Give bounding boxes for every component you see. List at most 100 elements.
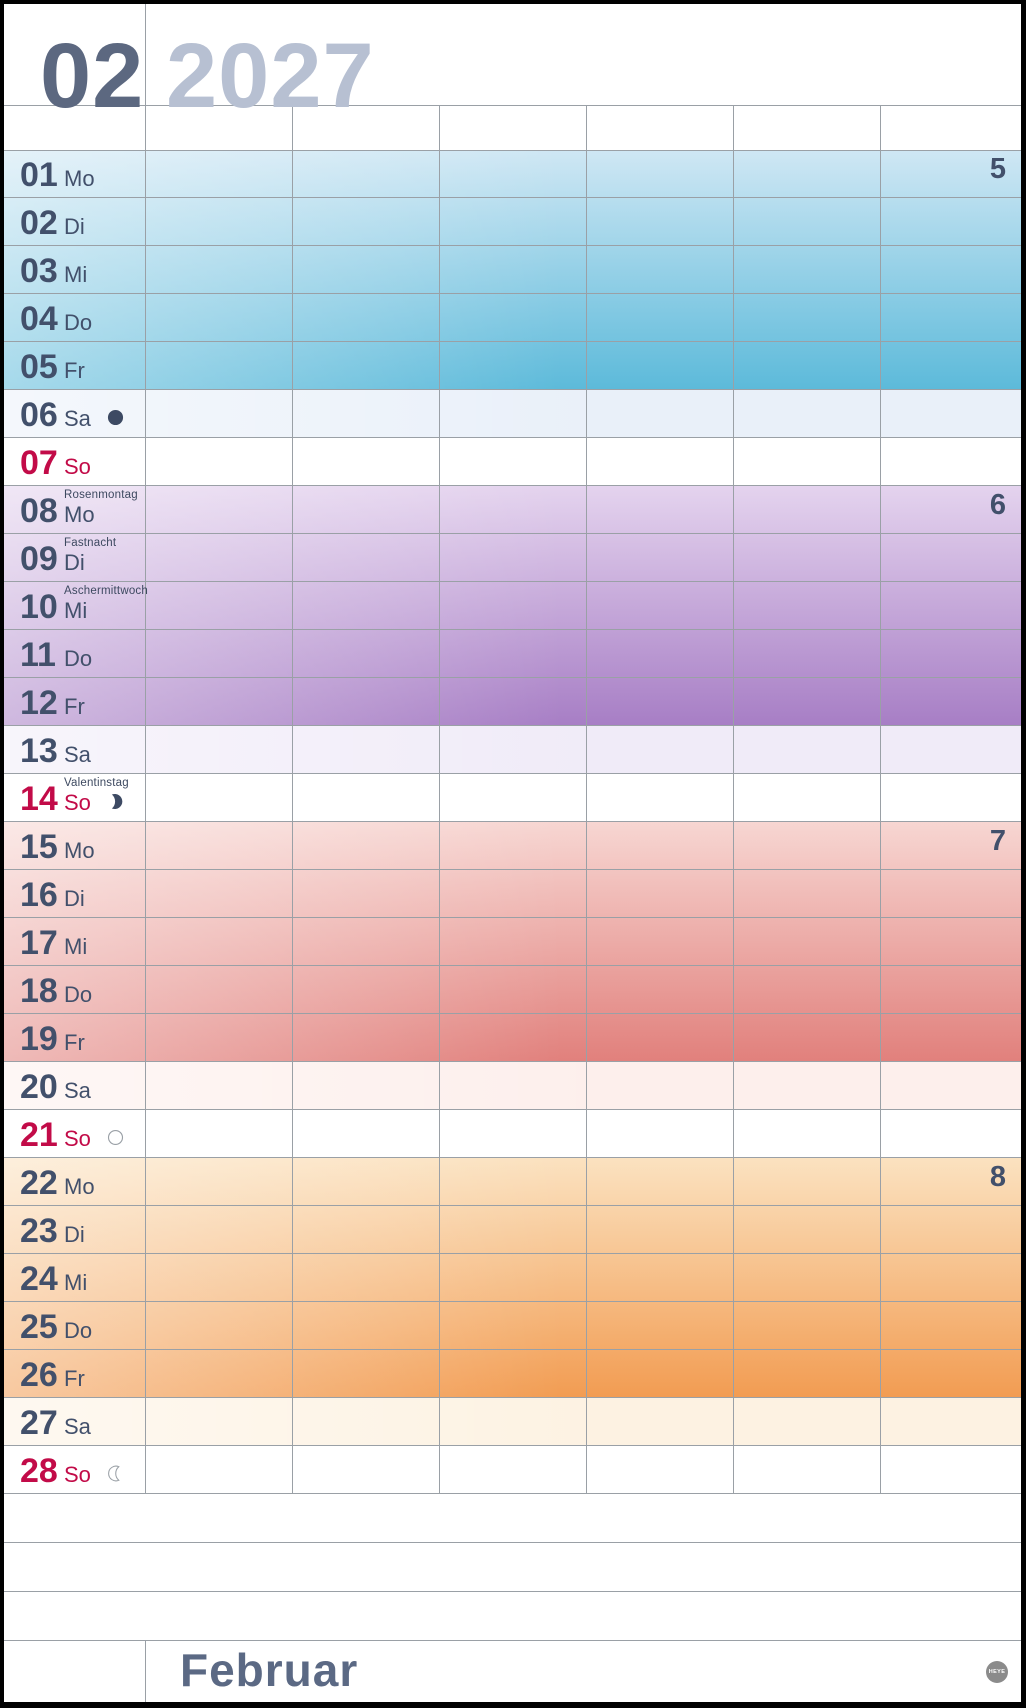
- day-row: 24 Mi: [4, 1254, 1021, 1302]
- weekday-label: Fr: [64, 358, 85, 383]
- empty-row: [4, 1494, 1021, 1543]
- day-number: 18: [20, 972, 58, 1010]
- day-number: 16: [20, 876, 58, 914]
- weekday-label: So: [64, 1462, 91, 1487]
- day-row: 07 So: [4, 438, 1021, 486]
- day-number: 02: [20, 204, 58, 242]
- weekday-label: Mo: [64, 1174, 95, 1199]
- day-number: 19: [20, 1020, 58, 1058]
- day-number: 03: [20, 252, 58, 290]
- day-row: 26 Fr: [4, 1350, 1021, 1398]
- month-number: 02: [40, 25, 145, 127]
- day-number: 12: [20, 684, 58, 722]
- weekday-label: Do: [64, 1318, 93, 1343]
- holiday-label: Rosenmontag: [64, 489, 138, 501]
- day-number: 20: [20, 1068, 58, 1106]
- day-number: 01: [20, 156, 58, 194]
- empty-row: [4, 1592, 1021, 1641]
- weekday-label: Mi: [64, 934, 88, 959]
- weekday-label: Sa: [64, 406, 91, 431]
- day-number: 24: [20, 1260, 58, 1298]
- week-band: [4, 726, 1021, 774]
- week-band: [4, 1062, 1021, 1110]
- weekday-label: Di: [64, 550, 85, 575]
- weekday-label: Fr: [64, 1030, 85, 1055]
- weekday-label: Sa: [64, 742, 91, 767]
- new-moon-icon: [107, 409, 124, 426]
- day-number: 10: [20, 588, 58, 626]
- week-band: [4, 1398, 1021, 1446]
- week-number-label: 5: [989, 153, 1006, 185]
- week-band: [4, 1158, 1021, 1398]
- day-row: 04 Do: [4, 294, 1021, 342]
- day-number: 09: [20, 540, 58, 578]
- day-row: 21 So: [4, 1110, 1021, 1158]
- day-row: 8 22 Mo: [4, 1158, 1021, 1206]
- weekday-label: Do: [64, 646, 93, 671]
- month-name: Februar: [180, 1643, 359, 1696]
- empty-row: [4, 1543, 1021, 1592]
- weekday-label: Di: [64, 1222, 85, 1247]
- week-band: [4, 390, 1021, 438]
- weekday-label: Mi: [64, 598, 88, 623]
- day-number: 21: [20, 1116, 58, 1154]
- day-row: 7 15 Mo: [4, 822, 1021, 870]
- day-row: 18 Do: [4, 966, 1021, 1014]
- weekday-label: Mo: [64, 166, 95, 191]
- day-number: 23: [20, 1212, 58, 1250]
- weekday-label: Do: [64, 310, 93, 335]
- week-number-label: 8: [989, 1161, 1006, 1193]
- weekday-label: So: [64, 454, 91, 479]
- day-row: 16 Di: [4, 870, 1021, 918]
- day-row: 17 Mi: [4, 918, 1021, 966]
- day-row: 05 Fr: [4, 342, 1021, 390]
- weekday-label: Do: [64, 982, 93, 1007]
- day-row: 20 Sa: [4, 1062, 1021, 1110]
- day-row: Valentinstag 14 So: [4, 774, 1021, 822]
- week-band: [4, 822, 1021, 1062]
- weekday-label: Mi: [64, 1270, 88, 1295]
- grid-vline: [145, 1641, 146, 1702]
- weekday-label: Fr: [64, 1366, 85, 1391]
- grid-vline: [439, 105, 440, 1641]
- day-row: 02 Di: [4, 198, 1021, 246]
- calendar-header: 02 2027: [4, 4, 1021, 122]
- day-number: 08: [20, 492, 58, 530]
- day-number: 27: [20, 1404, 58, 1442]
- weekday-label: So: [64, 1126, 91, 1151]
- day-number: 14: [20, 780, 58, 818]
- heye-logo: HEYE: [986, 1660, 1008, 1683]
- day-row: Fastnacht 09 Di: [4, 534, 1021, 582]
- day-row: 13 Sa: [4, 726, 1021, 774]
- weekday-label: Di: [64, 214, 85, 239]
- day-number: 28: [20, 1452, 58, 1490]
- day-number: 04: [20, 300, 58, 338]
- grid-vline: [880, 105, 881, 1641]
- day-number: 15: [20, 828, 58, 866]
- day-row: Aschermittwoch 10 Mi: [4, 582, 1021, 630]
- weekday-label: Sa: [64, 1414, 91, 1439]
- weekday-label: Mi: [64, 262, 88, 287]
- week-band: [4, 486, 1021, 726]
- day-number: 06: [20, 396, 58, 434]
- weekday-label: Mo: [64, 502, 95, 527]
- full-moon-icon: [107, 1129, 124, 1146]
- day-row: 5 01 Mo: [4, 150, 1021, 198]
- day-row: 06 Sa: [4, 390, 1021, 438]
- grid-vline: [145, 4, 146, 1702]
- holiday-label: Fastnacht: [64, 537, 117, 549]
- grid-vline: [733, 105, 734, 1641]
- day-number: 13: [20, 732, 58, 770]
- week-number-label: 6: [989, 489, 1006, 521]
- day-row: 12 Fr: [4, 678, 1021, 726]
- grid-vline: [292, 105, 293, 1641]
- grid-vline: [586, 105, 587, 1641]
- weekday-label: So: [64, 790, 91, 815]
- holiday-label: Aschermittwoch: [64, 585, 148, 597]
- weekday-label: Fr: [64, 694, 85, 719]
- first-quarter-icon: [107, 793, 124, 810]
- day-number: 17: [20, 924, 58, 962]
- day-number: 11: [20, 636, 56, 674]
- week-band: [4, 150, 1021, 390]
